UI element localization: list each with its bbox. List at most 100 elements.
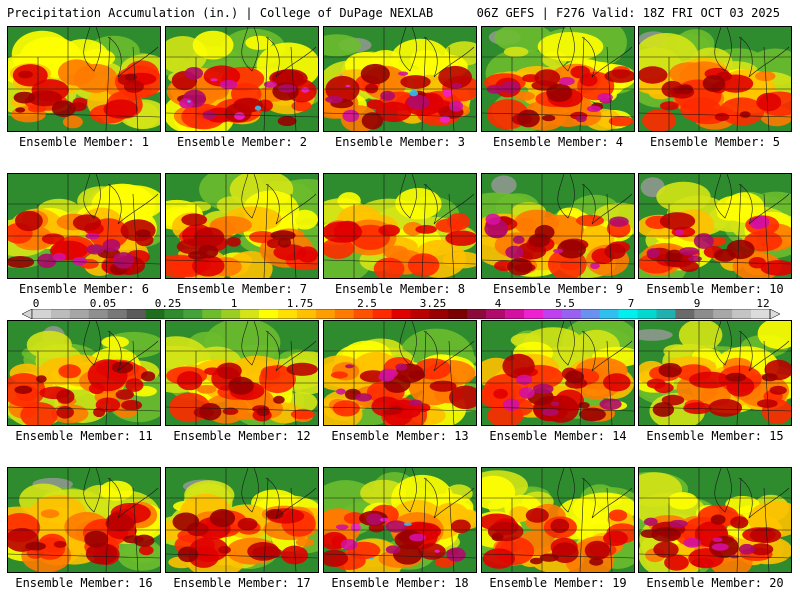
- member-number: 20: [769, 576, 784, 590]
- colorbar-swatch: [240, 309, 260, 319]
- member-number: 8: [457, 282, 466, 296]
- member-number: 4: [615, 135, 624, 149]
- colorbar-label: 2.5: [357, 297, 377, 310]
- colorbar-arrow-left: [22, 309, 33, 319]
- caption-prefix: Ensemble Member:: [331, 576, 455, 590]
- colorbar-swatch: [353, 309, 373, 319]
- colorbar-label: 9: [693, 297, 701, 310]
- colorbar-swatch: [637, 309, 657, 319]
- colorbar-swatch: [202, 309, 222, 319]
- colorbar-label: 7: [627, 297, 635, 310]
- precip-map: [482, 174, 634, 278]
- header-title: Precipitation Accumulation (in.) | Colle…: [7, 6, 434, 20]
- caption-prefix: Ensemble Member:: [646, 576, 770, 590]
- colorbar-swatch: [486, 309, 506, 319]
- caption-prefix: Ensemble Member:: [15, 576, 139, 590]
- member-number: 17: [296, 576, 311, 590]
- ensemble-caption-18: Ensemble Member: 18: [321, 576, 479, 590]
- precip-map: [482, 27, 634, 131]
- ensemble-map-17: [165, 467, 319, 573]
- ensemble-map-3: [323, 26, 477, 132]
- colorbar-swatch: [505, 309, 525, 319]
- precip-map: [639, 174, 791, 278]
- colorbar-swatch: [32, 309, 52, 319]
- colorbar-swatch: [107, 309, 127, 319]
- ensemble-map-4: [481, 26, 635, 132]
- member-number: 11: [138, 429, 153, 443]
- colorbar-swatch: [599, 309, 619, 319]
- colorbar-swatch: [732, 309, 752, 319]
- member-number: 18: [454, 576, 469, 590]
- ensemble-caption-19: Ensemble Member: 19: [479, 576, 637, 590]
- colorbar-label: 12: [756, 297, 770, 310]
- ensemble-map-11: [7, 320, 161, 426]
- caption-prefix: Ensemble Member:: [331, 429, 455, 443]
- colorbar-swatch: [278, 309, 298, 319]
- member-number: 3: [457, 135, 466, 149]
- precip-map: [166, 27, 318, 131]
- caption-prefix: Ensemble Member:: [334, 135, 458, 149]
- caption-prefix: Ensemble Member:: [173, 576, 297, 590]
- colorbar-swatch: [448, 309, 468, 319]
- colorbar-swatch: [221, 309, 241, 319]
- colorbar-label: 4: [494, 297, 502, 310]
- ensemble-map-18: [323, 467, 477, 573]
- precip-map: [166, 321, 318, 425]
- colorbar-labels: 0 0.05 0.25 1 1.75 2.5 3.25 4 5.5 7 9 12: [0, 297, 800, 310]
- member-number: 1: [141, 135, 150, 149]
- ensemble-caption-10: Ensemble Member: 10: [636, 282, 794, 296]
- member-number: 10: [769, 282, 784, 296]
- ensemble-map-5: [638, 26, 792, 132]
- precip-map: [324, 174, 476, 278]
- ensemble-caption-3: Ensemble Member: 3: [321, 135, 479, 149]
- member-number: 2: [299, 135, 308, 149]
- colorbar-swatch: [542, 309, 563, 319]
- caption-prefix: Ensemble Member:: [15, 429, 139, 443]
- caption-prefix: Ensemble Member:: [646, 429, 770, 443]
- colorbar-swatch: [694, 309, 714, 319]
- ensemble-map-9: [481, 173, 635, 279]
- ensemble-map-15: [638, 320, 792, 426]
- colorbar-swatch: [315, 309, 336, 319]
- colorbar-swatch: [296, 309, 317, 319]
- ensemble-caption-16: Ensemble Member: 16: [5, 576, 163, 590]
- precip-map: [8, 174, 160, 278]
- colorbar-swatch: [675, 309, 695, 319]
- ensemble-caption-2: Ensemble Member: 2: [163, 135, 321, 149]
- precip-map: [324, 321, 476, 425]
- ensemble-map-1: [7, 26, 161, 132]
- caption-prefix: Ensemble Member:: [646, 282, 770, 296]
- ensemble-caption-12: Ensemble Member: 12: [163, 429, 321, 443]
- colorbar-swatch: [713, 309, 733, 319]
- member-number: 16: [138, 576, 153, 590]
- member-number: 7: [299, 282, 308, 296]
- ensemble-caption-11: Ensemble Member: 11: [5, 429, 163, 443]
- precip-map: [482, 321, 634, 425]
- colorbar-swatch: [429, 309, 449, 319]
- colorbar-label: 1.75: [286, 297, 314, 310]
- colorbar-swatch: [259, 309, 279, 319]
- precip-map: [324, 468, 476, 572]
- colorbar-label: 3.25: [419, 297, 447, 310]
- ensemble-caption-14: Ensemble Member: 14: [479, 429, 637, 443]
- precip-map: [639, 468, 791, 572]
- colorbar: [22, 309, 780, 319]
- member-number: 5: [772, 135, 781, 149]
- colorbar-swatch: [183, 309, 203, 319]
- ensemble-caption-9: Ensemble Member: 9: [479, 282, 637, 296]
- precip-map: [324, 27, 476, 131]
- colorbar-swatch: [88, 309, 108, 319]
- colorbar-label: 0: [32, 297, 40, 310]
- caption-prefix: Ensemble Member:: [18, 135, 142, 149]
- caption-prefix: Ensemble Member:: [18, 282, 142, 296]
- ensemble-caption-17: Ensemble Member: 17: [163, 576, 321, 590]
- ensemble-map-6: [7, 173, 161, 279]
- caption-prefix: Ensemble Member:: [176, 135, 300, 149]
- member-number: 12: [296, 429, 311, 443]
- ensemble-caption-13: Ensemble Member: 13: [321, 429, 479, 443]
- colorbar-swatch: [656, 309, 676, 319]
- member-number: 19: [612, 576, 627, 590]
- member-number: 9: [615, 282, 624, 296]
- ensemble-caption-20: Ensemble Member: 20: [636, 576, 794, 590]
- precip-map: [8, 27, 160, 131]
